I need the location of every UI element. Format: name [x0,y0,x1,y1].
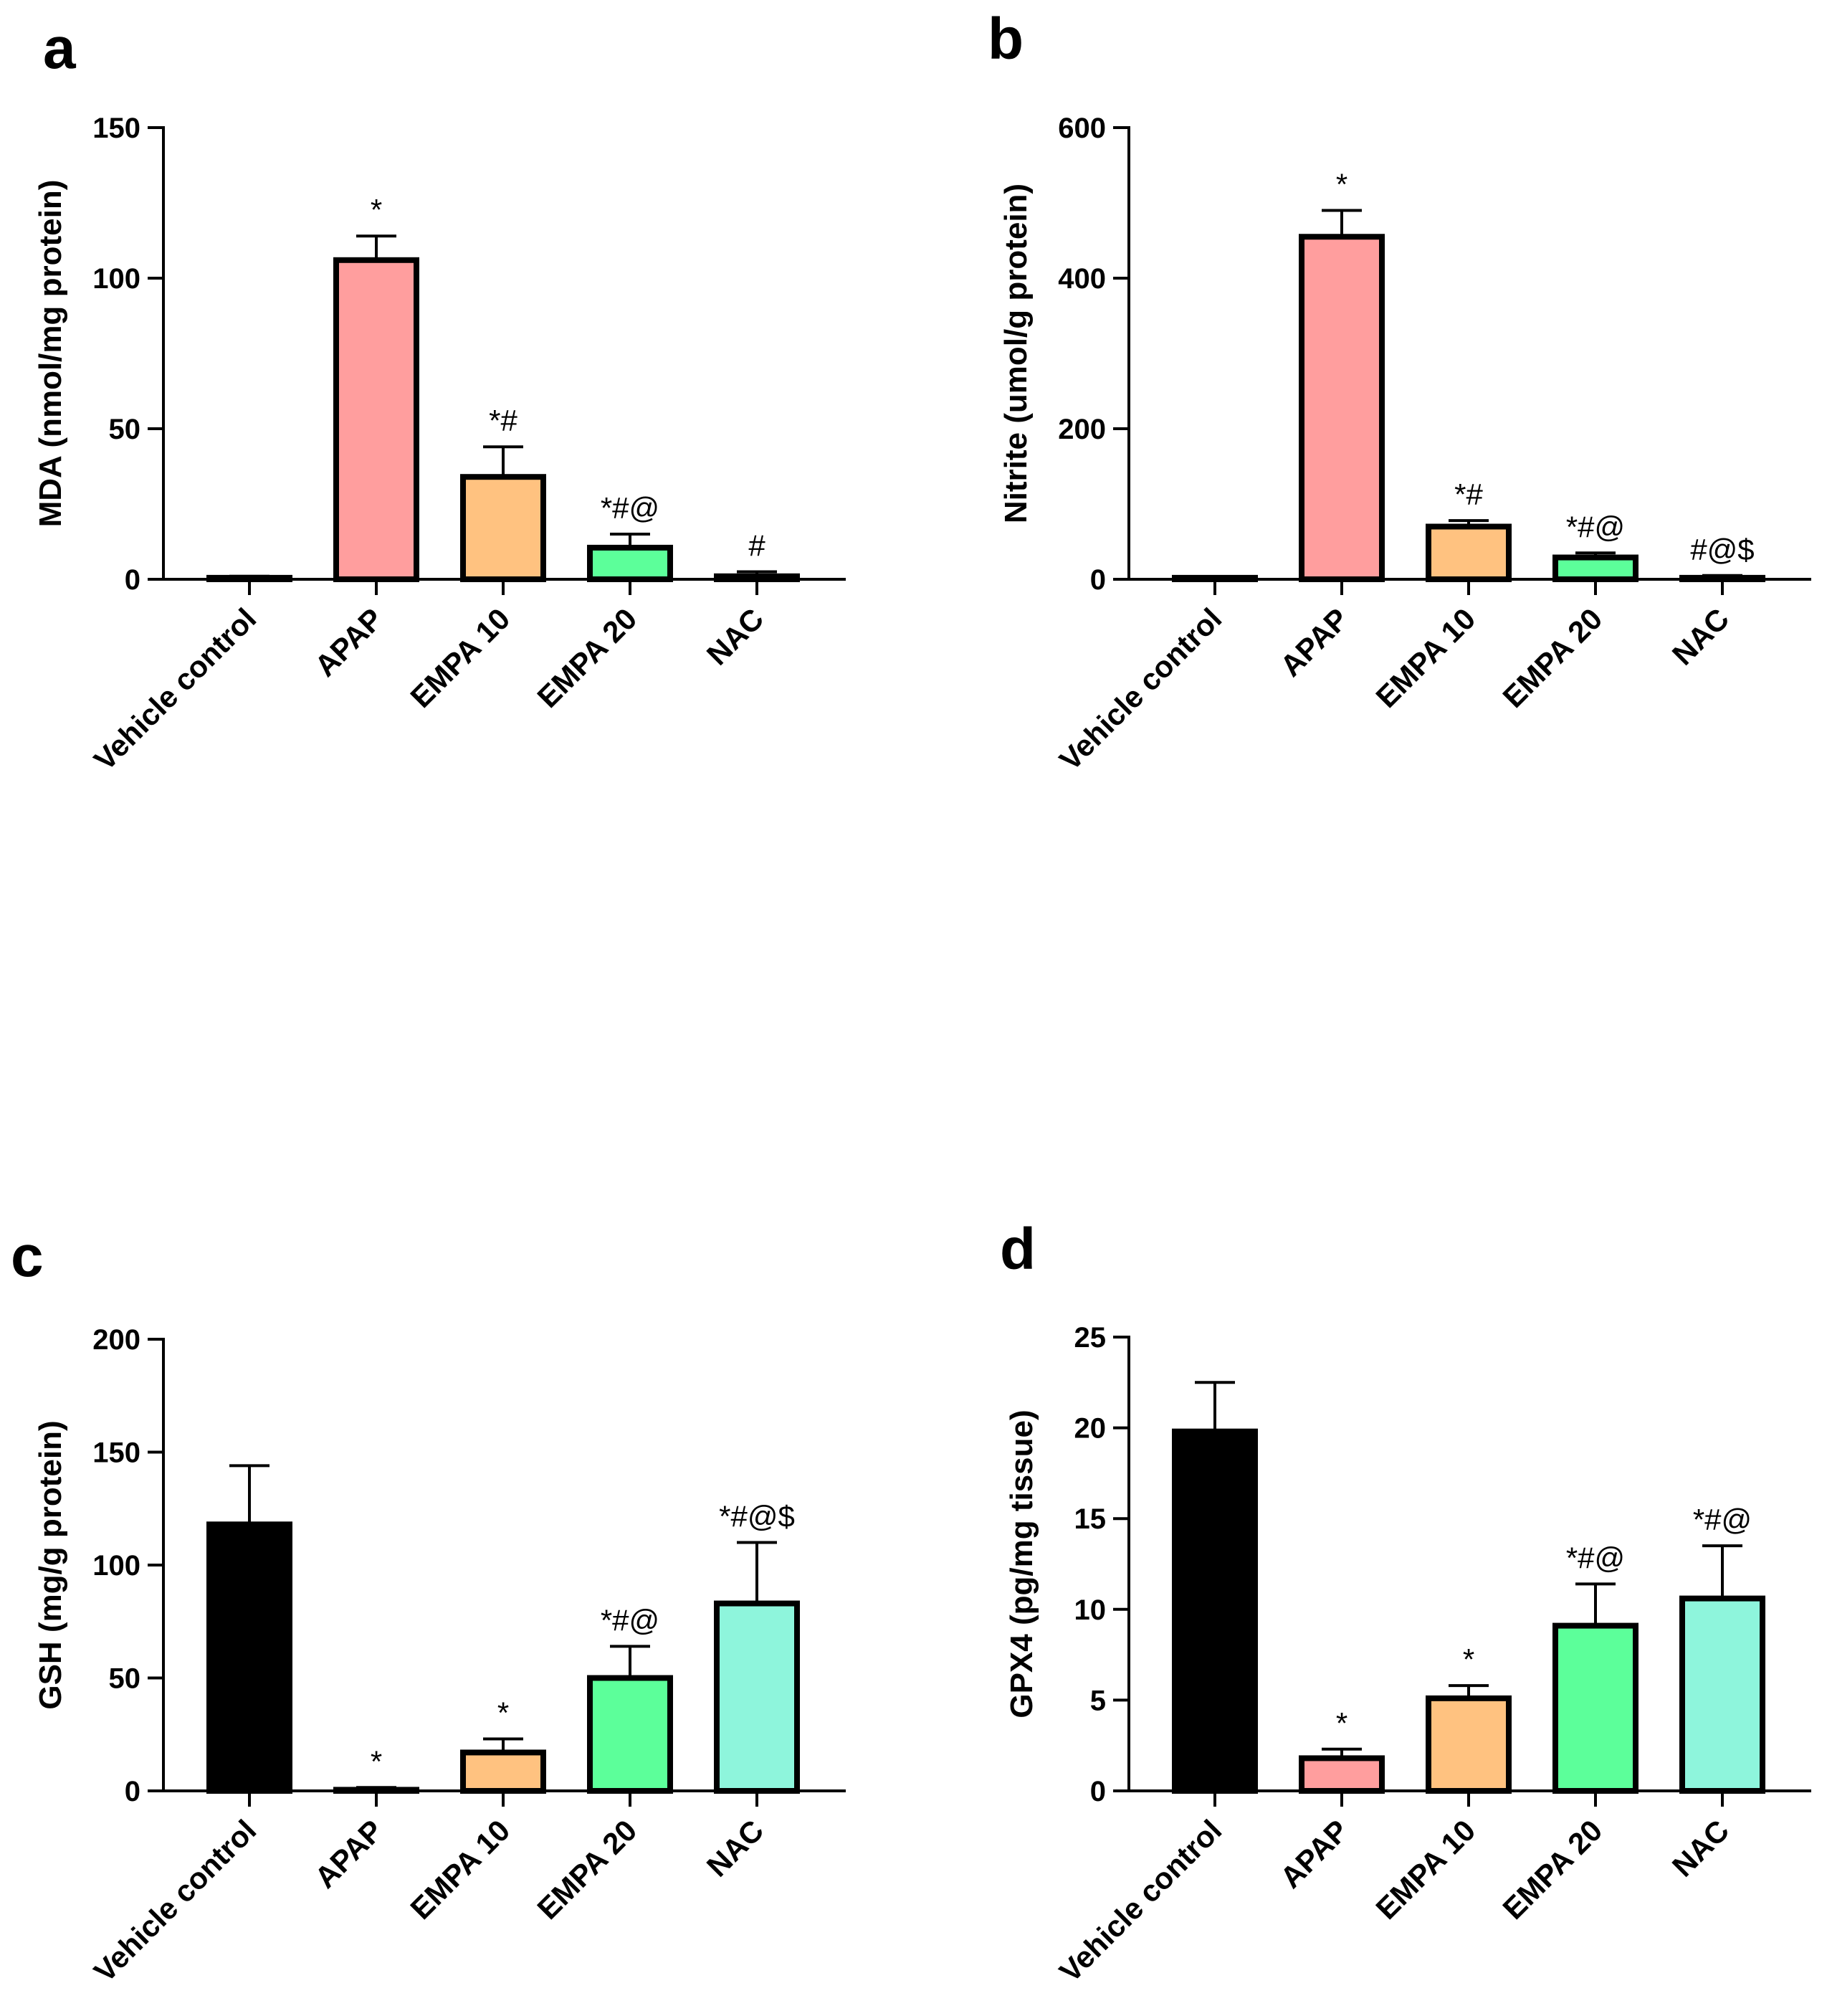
data-label: * [1463,1642,1474,1676]
data-label: # [748,529,765,563]
data-label: *#@ [1566,510,1625,543]
panel-b: b 0 200 400 600 Nitrite (umol/g protein) Vehic… [988,6,1811,777]
x-tick-label: EMPA 20 [1496,1813,1608,1926]
y-tick-label: 25 [1074,1322,1107,1354]
data-label: *#@ [601,1603,659,1637]
panel-label: b [988,6,1024,72]
data-label: *#@ [1693,1503,1752,1536]
y-tick-label: 0 [1090,564,1106,596]
x-tick-label: Vehicle control [1053,602,1228,776]
x-tick-label: NAC [700,602,771,672]
data-label: *# [489,404,517,437]
y-tick-label: 50 [109,1663,141,1695]
y-tick-label: 200 [1058,414,1106,445]
x-tick-label: APAP [1274,1813,1355,1895]
bar [1679,1595,1765,1794]
y-axis-label: GSH (mg/g protein) [33,1420,68,1709]
bar [333,257,419,582]
x-tick-label: NAC [1666,602,1736,672]
bar [1299,1755,1385,1794]
y-tick-label: 400 [1058,263,1106,295]
bar [1426,523,1512,582]
data-label: * [497,1696,509,1730]
y-axis-label: MDA (nmol/mg protein) [33,180,68,528]
x-tick-label: Vehicle control [87,1813,262,1988]
data-label: *#@$ [719,1500,795,1534]
bar [1552,1622,1638,1794]
bar [1679,574,1765,583]
panel-a: a 0 50 100 150 MDA (nmol/mg protein) Vehicle c… [33,16,846,777]
y-tick-label: 10 [1074,1594,1107,1626]
y-tick-label: 100 [92,1550,140,1582]
data-label: * [1336,1706,1347,1740]
bar [1172,1428,1258,1794]
x-tick-label: APAP [308,1813,390,1895]
x-tick-label: Vehicle control [1053,1813,1228,1988]
data-label: *# [1454,477,1483,511]
y-tick-label: 150 [92,1437,140,1469]
data-label: * [371,193,382,227]
panel-c: c 0 50 100 150 200 GSH (mg/g protein) Vehicle c… [11,1224,846,1989]
y-tick-label: 20 [1074,1413,1107,1445]
y-tick-label: 5 [1090,1685,1106,1716]
y-tick-label: 150 [92,113,140,144]
x-tick-label: EMPA 10 [1369,602,1482,714]
y-tick-label: 100 [92,263,140,295]
y-tick-label: 600 [1058,113,1106,144]
bar [460,474,546,583]
data-label: * [371,1744,382,1778]
panel-label: a [43,16,77,81]
y-tick-label: 0 [1090,1776,1106,1807]
bar [206,574,292,583]
data-label: *#@ [601,491,659,525]
panel-label: d [1000,1217,1036,1282]
x-tick-label: NAC [700,1813,771,1883]
bar [1299,234,1385,582]
bar [587,544,673,583]
x-tick-label: NAC [1666,1813,1736,1883]
bar [206,1521,292,1794]
x-tick-label: APAP [308,602,390,683]
data-label: #@$ [1690,533,1754,566]
x-tick-label: EMPA 10 [404,602,516,714]
x-tick-label: Vehicle control [87,602,262,776]
y-axis-label: GPX4 (pg/mg tissue) [1004,1409,1039,1718]
y-tick-label: 0 [125,1776,140,1807]
y-tick-label: 15 [1074,1503,1107,1535]
bar [1552,554,1638,582]
panel-d: d 0 5 10 15 20 25 GPX4 (pg/mg tissue) Vehicle co… [1000,1217,1811,1989]
bar [714,1600,800,1794]
bar [333,1787,419,1794]
bar [1426,1695,1512,1794]
panel-label: c [11,1224,44,1289]
x-tick-label: EMPA 10 [404,1813,516,1926]
y-axis-label: Nitrite (umol/g protein) [998,184,1034,523]
x-tick-label: EMPA 10 [1369,1813,1482,1926]
x-tick-label: EMPA 20 [530,602,643,714]
bar [460,1749,546,1794]
y-tick-label: 200 [92,1324,140,1356]
bar [714,573,800,582]
x-tick-label: EMPA 20 [530,1813,643,1926]
data-label: * [1336,168,1347,201]
y-tick-label: 50 [109,414,141,445]
data-label: *#@ [1566,1541,1625,1574]
bar [587,1675,673,1794]
bar [1172,574,1258,583]
y-tick-label: 0 [125,564,140,596]
x-tick-label: APAP [1274,602,1355,683]
x-tick-label: EMPA 20 [1496,602,1608,714]
